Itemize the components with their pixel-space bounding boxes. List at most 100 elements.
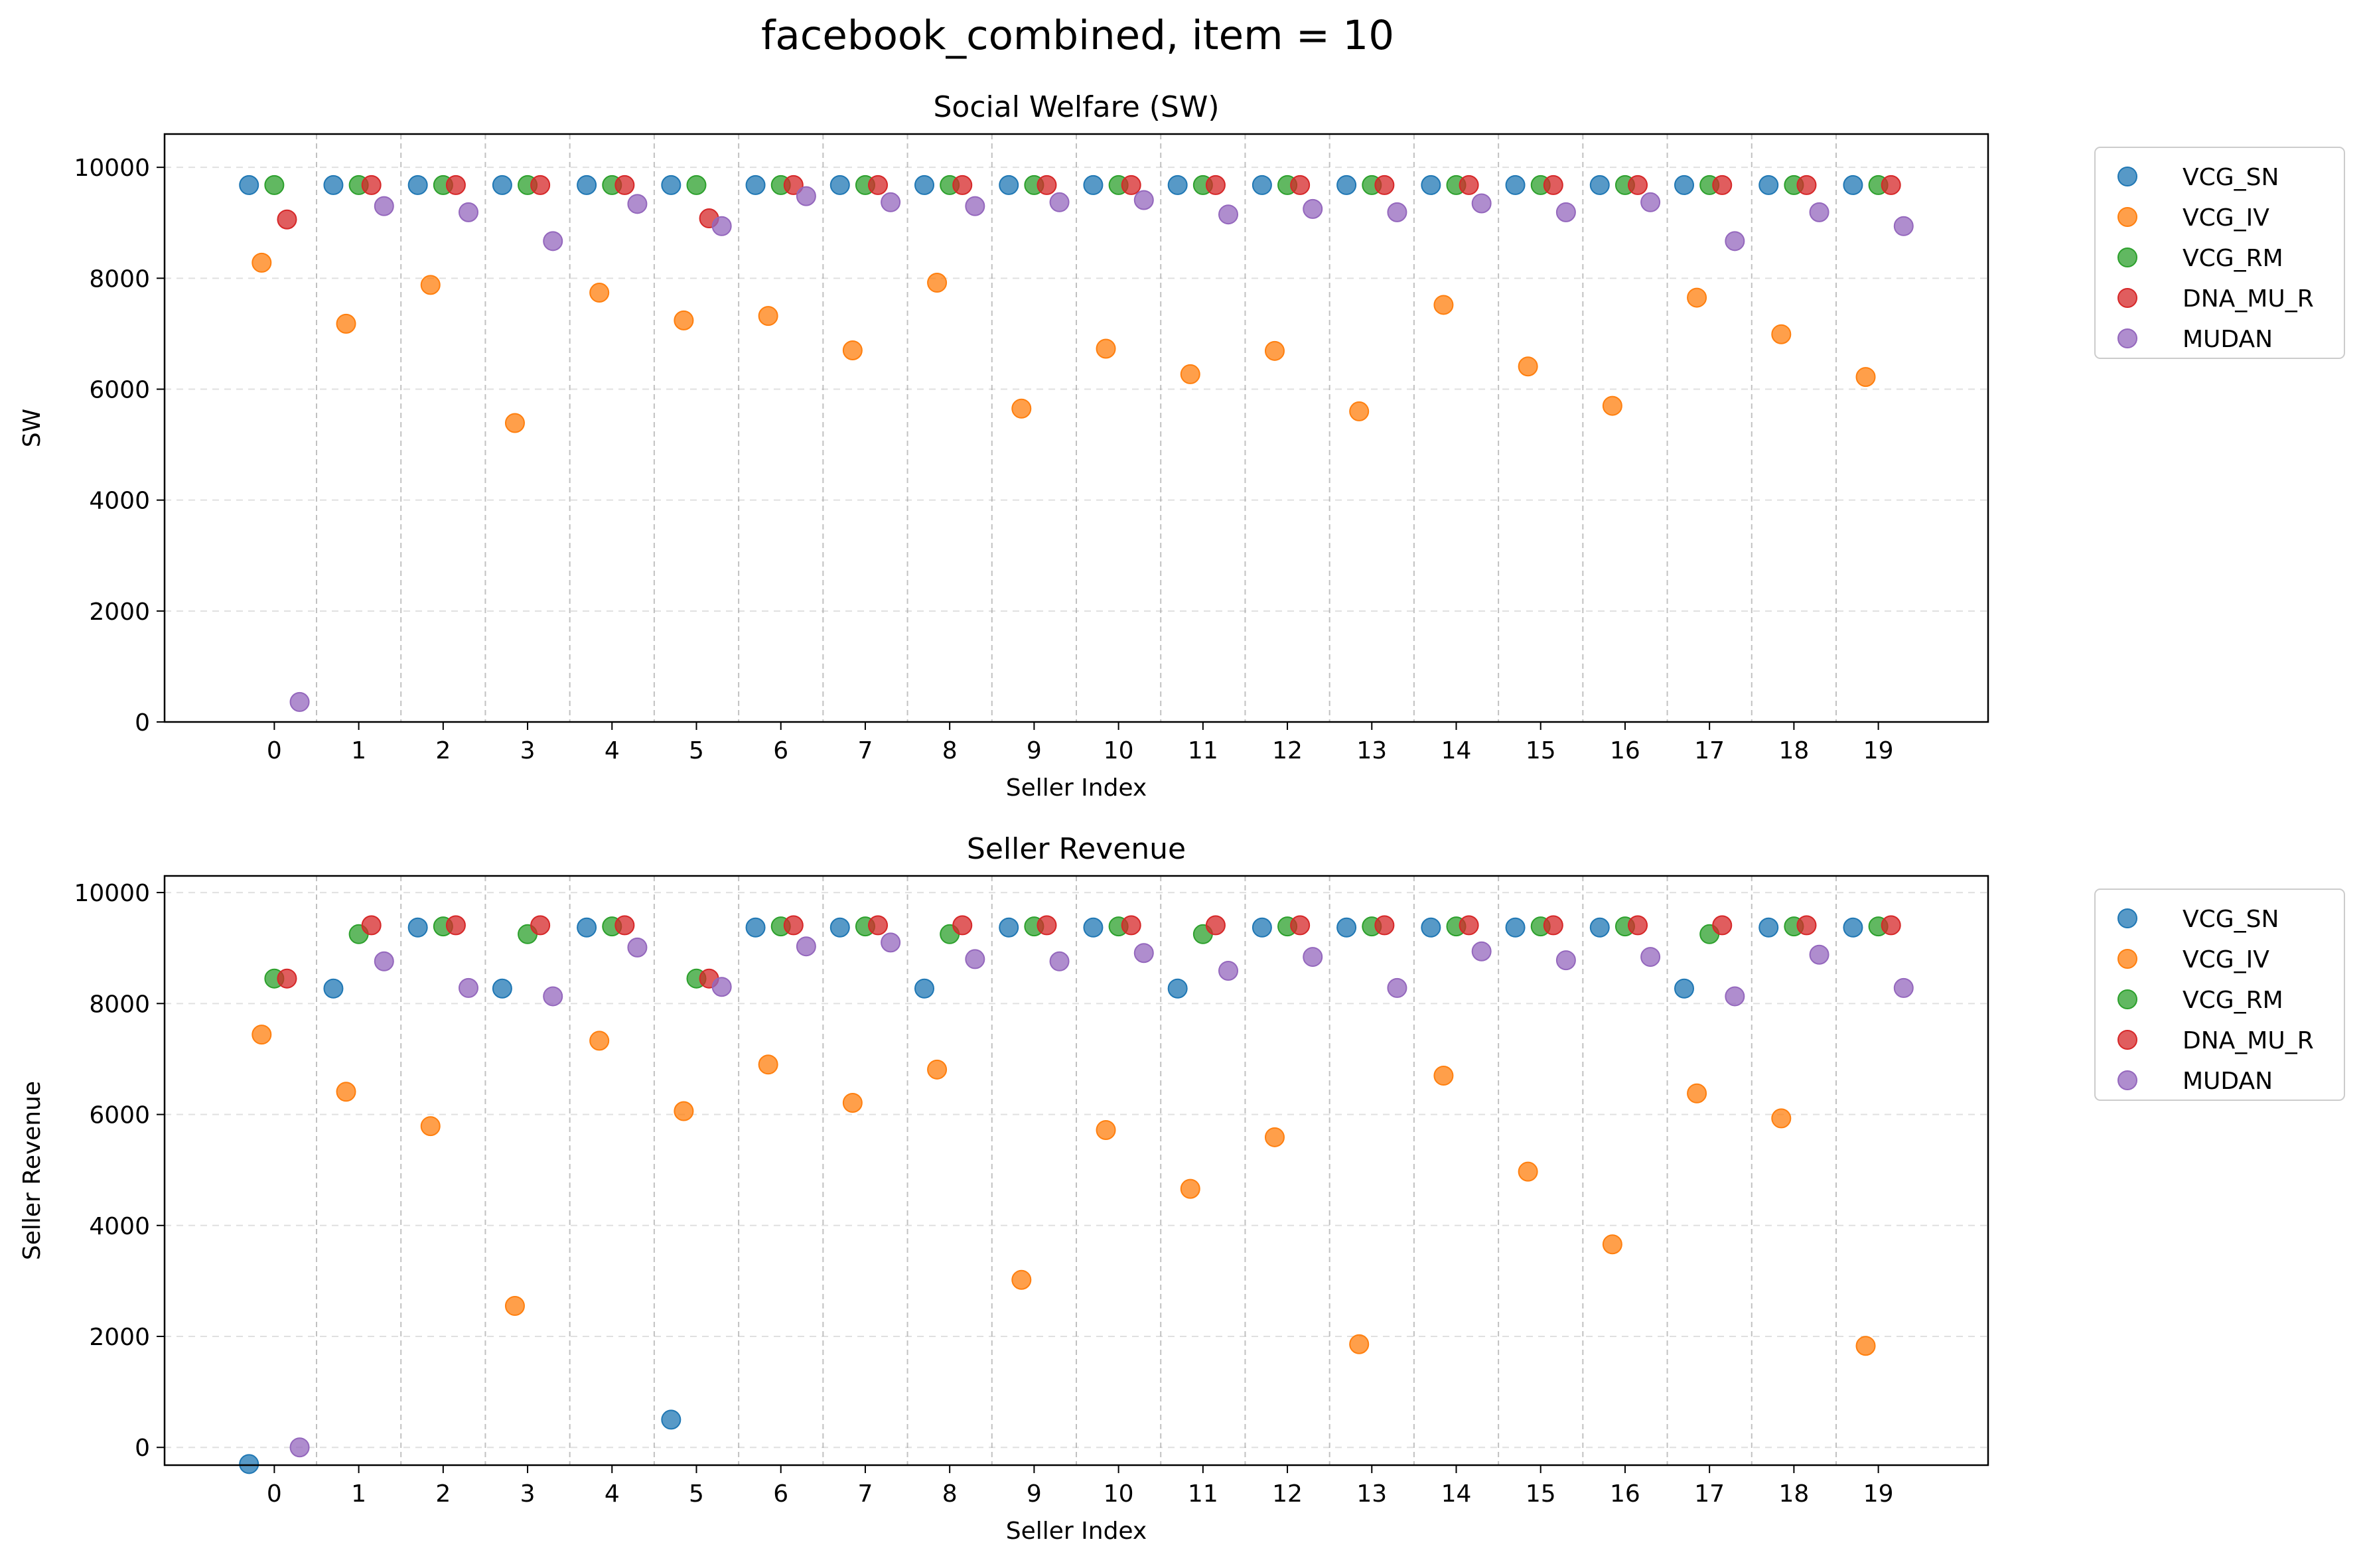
legend-marker-vcg-sn — [2117, 908, 2137, 928]
point-mudan-11 — [1218, 960, 1238, 981]
subplot-title: Seller Revenue — [967, 832, 1186, 866]
point-dna-mu-r-6 — [783, 915, 804, 936]
point-vcg-sn-13 — [1336, 917, 1357, 938]
point-mudan-17 — [1725, 231, 1745, 251]
point-dna-mu-r-3 — [530, 915, 551, 936]
point-vcg-iv-17 — [1687, 287, 1707, 308]
point-vcg-sn-10 — [1083, 175, 1104, 195]
legend-label-vcg-sn: VCG_SN — [2183, 164, 2279, 191]
point-vcg-iv-13 — [1349, 1334, 1370, 1354]
point-dna-mu-r-13 — [1374, 175, 1395, 195]
point-vcg-sn-1 — [323, 175, 344, 195]
point-vcg-iv-8 — [927, 1059, 948, 1080]
x-tick-label: 18 — [1778, 737, 1809, 764]
x-tick-label: 19 — [1863, 1480, 1894, 1508]
x-tick-label: 16 — [1610, 1480, 1640, 1508]
point-vcg-rm-5 — [686, 175, 707, 195]
point-dna-mu-r-8 — [952, 915, 973, 936]
y-tick-label: 2000 — [89, 599, 150, 626]
point-vcg-sn-7 — [829, 917, 850, 938]
point-vcg-iv-0 — [251, 1025, 272, 1045]
point-dna-mu-r-2 — [445, 915, 466, 936]
x-tick-label: 3 — [520, 737, 536, 764]
x-tick-label: 11 — [1188, 737, 1218, 764]
point-mudan-5 — [711, 216, 732, 236]
legend-label-vcg-rm: VCG_RM — [2183, 245, 2283, 272]
x-tick-label: 10 — [1104, 737, 1134, 764]
legend-marker-vcg-rm — [2117, 248, 2137, 267]
point-dna-mu-r-18 — [1796, 915, 1817, 936]
legend-box — [2094, 147, 2345, 359]
point-mudan-19 — [1893, 977, 1914, 998]
x-tick-label: 8 — [942, 737, 958, 764]
legend-label-mudan: MUDAN — [2183, 1068, 2273, 1095]
point-dna-mu-r-15 — [1543, 915, 1563, 936]
legend-label-vcg-iv: VCG_IV — [2183, 946, 2269, 973]
point-vcg-sn-12 — [1252, 917, 1272, 938]
point-vcg-sn-1 — [323, 978, 344, 999]
point-mudan-18 — [1809, 202, 1829, 222]
legend-label-vcg-iv: VCG_IV — [2183, 204, 2269, 232]
point-dna-mu-r-8 — [952, 175, 973, 195]
y-tick-label: 4000 — [89, 1213, 150, 1240]
x-tick-label: 16 — [1610, 737, 1640, 764]
x-tick-label: 4 — [605, 737, 620, 764]
point-mudan-10 — [1133, 190, 1154, 210]
point-mudan-7 — [881, 932, 901, 953]
point-dna-mu-r-15 — [1543, 175, 1563, 195]
point-vcg-iv-5 — [674, 1101, 694, 1121]
point-vcg-iv-5 — [674, 310, 694, 330]
point-vcg-sn-13 — [1336, 175, 1357, 195]
point-dna-mu-r-13 — [1374, 915, 1395, 936]
y-tick-label: 4000 — [89, 488, 150, 515]
legend: VCG_SN VCG_IV VCG_RM DNA_MU_R MUDAN — [2094, 147, 2345, 359]
point-mudan-1 — [374, 951, 394, 971]
figure-title: facebook_combined, item = 10 — [760, 12, 1395, 59]
x-tick-label: 2 — [435, 737, 451, 764]
legend-marker-dna-mu-r — [2117, 1030, 2137, 1050]
point-vcg-iv-11 — [1180, 1178, 1200, 1199]
point-dna-mu-r-11 — [1205, 915, 1226, 936]
point-mudan-2 — [459, 977, 478, 998]
axes-frame — [163, 133, 1989, 723]
point-dna-mu-r-17 — [1712, 175, 1733, 195]
legend-label-vcg-sn: VCG_SN — [2183, 906, 2279, 933]
point-vcg-iv-3 — [504, 413, 525, 433]
point-vcg-sn-14 — [1421, 175, 1441, 195]
point-dna-mu-r-18 — [1796, 175, 1817, 195]
x-tick-label: 6 — [773, 737, 788, 764]
point-vcg-rm-0 — [264, 175, 285, 195]
point-dna-mu-r-0 — [277, 209, 297, 230]
axes-frame — [163, 875, 1989, 1466]
point-vcg-sn-17 — [1674, 978, 1694, 999]
point-vcg-iv-2 — [420, 275, 441, 295]
x-tick-label: 10 — [1104, 1480, 1134, 1508]
point-vcg-iv-4 — [589, 1031, 610, 1051]
point-vcg-iv-7 — [842, 1092, 863, 1113]
x-tick-label: 2 — [435, 1480, 451, 1508]
x-tick-label: 12 — [1272, 737, 1303, 764]
point-vcg-sn-2 — [407, 175, 428, 195]
point-vcg-sn-19 — [1843, 917, 1863, 938]
x-tick-label: 17 — [1694, 737, 1725, 764]
point-dna-mu-r-2 — [445, 175, 466, 195]
point-dna-mu-r-19 — [1881, 915, 1901, 936]
legend-marker-vcg-rm — [2117, 989, 2137, 1009]
point-mudan-1 — [374, 196, 394, 216]
legend: VCG_SN VCG_IV VCG_RM DNA_MU_R MUDAN — [2094, 889, 2345, 1101]
point-vcg-iv-1 — [336, 1082, 356, 1102]
point-mudan-16 — [1640, 192, 1661, 212]
point-vcg-sn-0 — [239, 1454, 259, 1474]
x-tick-label: 3 — [520, 1480, 536, 1508]
y-tick-label: 0 — [135, 1435, 150, 1462]
legend-box — [2094, 889, 2345, 1101]
legend-marker-dna-mu-r — [2117, 288, 2137, 308]
point-mudan-0 — [289, 1437, 310, 1458]
point-mudan-15 — [1555, 202, 1576, 222]
point-vcg-sn-15 — [1505, 175, 1526, 195]
point-vcg-iv-16 — [1602, 1234, 1622, 1255]
point-dna-mu-r-0 — [277, 968, 297, 989]
point-mudan-9 — [1049, 192, 1070, 212]
